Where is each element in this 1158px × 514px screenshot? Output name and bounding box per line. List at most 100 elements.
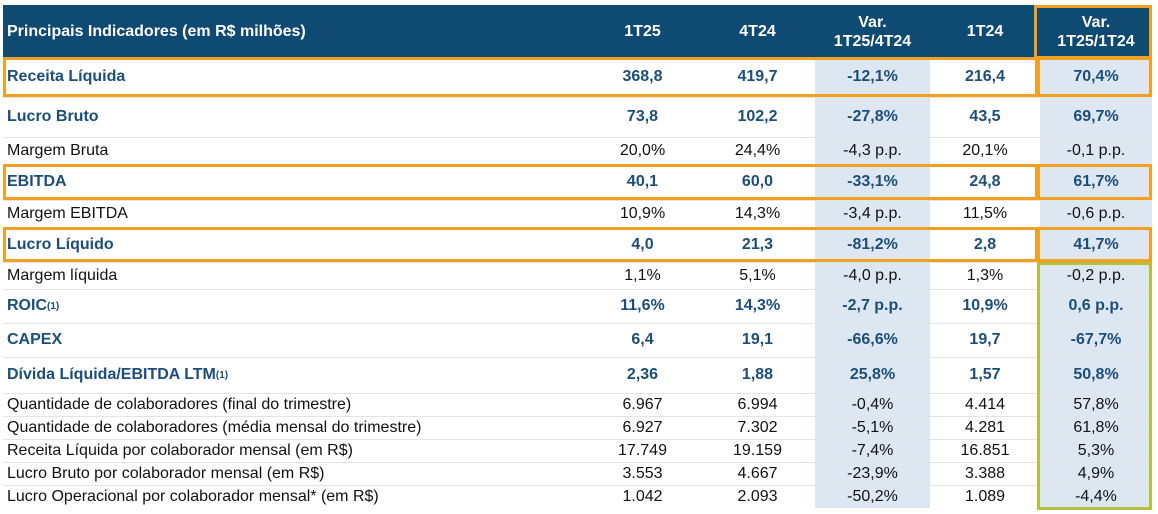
cell: 10,9% bbox=[619, 204, 666, 222]
cell: 419,7 bbox=[737, 68, 778, 85]
cell: 0,6 p.p. bbox=[1068, 297, 1124, 314]
cell: 21,3 bbox=[741, 235, 774, 253]
cell: 2,36 bbox=[626, 366, 659, 383]
cell: -66,6% bbox=[847, 331, 898, 348]
highlight-box bbox=[3, 164, 1038, 200]
cell: 61,7% bbox=[1073, 173, 1119, 190]
row-separator bbox=[3, 462, 1152, 463]
cell: 1.089 bbox=[964, 487, 1006, 505]
header-text: 1T25/4T24 bbox=[833, 32, 912, 50]
cell: 60,0 bbox=[741, 173, 774, 190]
label-text: Receita Líquida por colaborador mensal (… bbox=[7, 441, 353, 459]
cell: 3.553 bbox=[622, 464, 663, 482]
cell: 57,8% bbox=[1073, 395, 1119, 413]
cell: 2.093 bbox=[737, 487, 778, 505]
row-separator bbox=[3, 439, 1152, 440]
label-text: Lucro Operacional por colaborador mensal… bbox=[7, 487, 379, 505]
label-text: Margem EBITDA bbox=[7, 204, 128, 222]
row-label: Dívida Líquida/EBITDA LTM (1) bbox=[3, 357, 585, 393]
header-text: Principais Indicadores (em R$ milhões) bbox=[7, 23, 306, 40]
cell: 1,88 bbox=[741, 366, 774, 383]
cell: -23,9% bbox=[847, 464, 898, 482]
cell: 19,7 bbox=[969, 331, 1001, 348]
cell: 6.967 bbox=[622, 395, 663, 413]
cell: -2,7 p.p. bbox=[842, 297, 903, 314]
cell: 43,5 bbox=[969, 108, 1001, 125]
cell: 4.667 bbox=[737, 464, 778, 482]
highlight-box bbox=[1037, 227, 1152, 262]
row-label: Receita Líquida bbox=[3, 57, 585, 97]
cell: 4,0 bbox=[631, 235, 654, 253]
label-text: Margem líquida bbox=[7, 266, 118, 284]
row-separator bbox=[3, 485, 1152, 486]
label-text: ROIC bbox=[7, 297, 47, 314]
row-separator bbox=[3, 357, 1152, 358]
row-label: Margem EBITDA bbox=[3, 200, 585, 227]
cell: 1,3% bbox=[966, 266, 1004, 284]
row-label: Lucro Bruto por colaborador mensal (em R… bbox=[3, 462, 585, 485]
highlight-box bbox=[1037, 57, 1152, 97]
row-label: Margem Bruta bbox=[3, 137, 585, 164]
header-text: 1T25 bbox=[624, 23, 661, 40]
header-text: Var. bbox=[858, 13, 887, 31]
highlight-band bbox=[815, 57, 930, 508]
row-label: Quantidade de colaboradores (média mensa… bbox=[3, 416, 585, 439]
cell: 4,9% bbox=[1077, 464, 1115, 482]
header-text: 4T24 bbox=[739, 23, 776, 40]
header-text: 1T24 bbox=[966, 23, 1004, 40]
cell: 5,3% bbox=[1077, 441, 1115, 459]
cell: 61,8% bbox=[1073, 418, 1119, 436]
cell: 10,9% bbox=[962, 297, 1008, 314]
cell: 4.281 bbox=[964, 418, 1006, 436]
row-separator bbox=[3, 137, 1152, 138]
header-cell: 4T24 bbox=[700, 5, 815, 58]
row-separator bbox=[3, 393, 1152, 394]
cell: -0,6 p.p. bbox=[1066, 204, 1126, 222]
cell: 70,4% bbox=[1073, 68, 1119, 85]
cell: -27,8% bbox=[847, 108, 898, 125]
highlight-box bbox=[3, 57, 1038, 97]
cell: 19.159 bbox=[733, 441, 782, 459]
cell: 4.414 bbox=[964, 395, 1006, 413]
cell: 6,4 bbox=[631, 331, 654, 348]
label-text: Dívida Líquida/EBITDA LTM bbox=[7, 366, 216, 383]
cell: 20,0% bbox=[619, 141, 666, 159]
footnote-ref: (1) bbox=[215, 369, 229, 381]
row-separator bbox=[3, 97, 1152, 98]
label-text: Lucro Líquido bbox=[7, 235, 114, 253]
cell: 1,1% bbox=[624, 266, 661, 284]
cell: 19,1 bbox=[741, 331, 774, 348]
row-separator bbox=[3, 416, 1152, 417]
cell: 73,8 bbox=[626, 108, 659, 125]
label-text: Receita Líquida bbox=[7, 68, 126, 85]
cell: -67,7% bbox=[1070, 331, 1122, 348]
highlight-box bbox=[3, 227, 1038, 262]
cell: 41,7% bbox=[1073, 235, 1119, 253]
cell: 25,8% bbox=[849, 366, 896, 383]
cell: 6.927 bbox=[622, 418, 663, 436]
cell: -81,2% bbox=[847, 235, 898, 253]
header-cell: Principais Indicadores (em R$ milhões) bbox=[3, 5, 585, 58]
row-separator bbox=[3, 200, 1152, 201]
cell: 24,4% bbox=[734, 141, 781, 159]
row-label: Margem líquida bbox=[3, 262, 585, 289]
row-separator bbox=[3, 323, 1152, 324]
cell: 16.851 bbox=[960, 441, 1010, 459]
label-text: Lucro Bruto bbox=[7, 108, 99, 125]
highlight-box bbox=[1034, 5, 1152, 59]
header-cell: Var. 1T25/1T24 bbox=[1040, 5, 1152, 58]
row-label: ROIC (1) bbox=[3, 289, 585, 323]
cell: -4,3 p.p. bbox=[843, 141, 902, 159]
row-label: Receita Líquida por colaborador mensal (… bbox=[3, 439, 585, 462]
cell: 11,5% bbox=[962, 204, 1008, 222]
cell: 1,57 bbox=[969, 366, 1001, 383]
header-text: 1T25/1T24 bbox=[1057, 32, 1135, 50]
header-text: Var. bbox=[1081, 13, 1111, 31]
row-separator bbox=[3, 289, 1152, 290]
cell: -50,2% bbox=[847, 487, 898, 505]
label-text: Lucro Bruto por colaborador mensal (em R… bbox=[7, 464, 325, 482]
cell: -0,4% bbox=[851, 395, 894, 413]
row-label: CAPEX bbox=[3, 323, 585, 357]
header-cell: 1T24 bbox=[930, 5, 1040, 58]
cell: -3,4 p.p. bbox=[843, 204, 902, 222]
